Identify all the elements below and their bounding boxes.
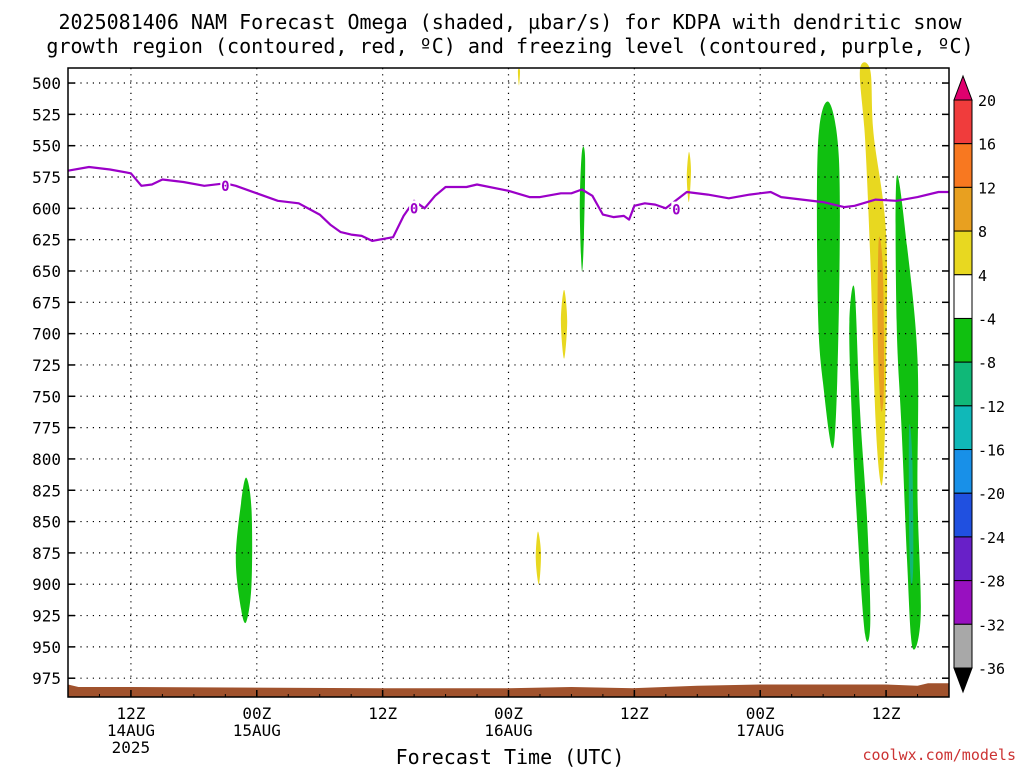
colorbar-label-20: 20 [978,92,996,110]
y-tick-label-750: 750 [32,387,61,406]
y-tick-label-875: 875 [32,544,61,563]
x-tick-label-00Z: 00Z [746,704,775,723]
freezing-label-bg [220,177,231,193]
colorbar-swatch-8 [953,405,973,451]
omega-region-yellow-17aug [859,62,888,486]
colorbar-label--4: -4 [978,311,996,329]
x-axis-label: Forecast Time (UTC) [396,745,625,768]
omega-region-green-17aug-a [816,101,840,449]
y-tick-label-975: 975 [32,669,61,688]
omega-region-green-17aug-c [895,175,921,650]
colorbar-swatch-4 [953,230,973,276]
x-tick-label-12Z: 12Z [872,704,901,723]
x-tick-label-2025: 2025 [112,738,151,757]
colorbar-swatch-5 [953,274,973,319]
x-tick-label-16AUG: 16AUG [484,721,532,740]
freezing-level-label-3: 0 [672,203,680,219]
omega-region-green-16aug [579,146,586,272]
colorbar: 20 16 12 8 4 -4 -8 -12 -16 -20 -24 -28 -32 -36 [953,74,1005,694]
omega-region-yellow-16aug-mid [560,289,568,359]
colorbar-swatch-13 [953,623,973,669]
chart-title-line-2: growth region (contoured, red, ºC) and f… [46,34,973,58]
colorbar-label--8: -8 [978,354,996,372]
x-tick-label-12Z: 12Z [368,704,397,723]
colorbar-bottom-arrow [953,667,973,694]
colorbar-swatch-6 [953,317,973,363]
colorbar-label-8: 8 [978,223,987,241]
y-tick-label-725: 725 [32,356,61,375]
x-tick-label-00Z: 00Z [242,704,271,723]
x-tick-label-12Z: 12Z [116,704,145,723]
y-tick-label-825: 825 [32,481,61,500]
colorbar-top-arrow [953,74,973,101]
x-tick-label-12Z: 12Z [620,704,649,723]
y-tick-label-775: 775 [32,419,61,438]
colorbar-swatch-12 [953,580,973,625]
colorbar-label--36: -36 [978,660,1005,678]
colorbar-swatch-10 [953,492,973,538]
freezing-level-label-2: 0 [410,201,418,217]
colorbar-label-12: 12 [978,179,996,197]
y-tick-label-850: 850 [32,513,61,532]
y-tick-label-925: 925 [32,607,61,626]
y-tick-label-500: 500 [32,74,61,93]
omega-region-yellow-top [517,68,521,86]
colorbar-label--32: -32 [978,616,1005,634]
colorbar-swatch-11 [953,536,973,582]
freezing-level-line [67,165,949,242]
x-tick-label-00Z: 00Z [494,704,523,723]
colorbar-label--20: -20 [978,485,1005,503]
freezing-label-bg [671,201,682,217]
x-tick-label-14AUG: 14AUG [107,721,155,740]
y-tick-label-650: 650 [32,262,61,281]
plot-frame [67,67,950,698]
y-tick-label-600: 600 [32,199,61,218]
y-tick-label-800: 800 [32,450,61,469]
omega-region-green-17aug-b [849,285,871,642]
credit-text: coolwx.com/models [862,746,1016,764]
colorbar-swatch-1 [953,99,973,145]
colorbar-label-16: 16 [978,136,996,154]
omega-region-teal-17aug [908,423,914,586]
freezing-label-bg [409,200,420,216]
y-tick-label-675: 675 [32,293,61,312]
y-tick-label-550: 550 [32,137,61,156]
colorbar-label--12: -12 [978,398,1005,416]
colorbar-label--28: -28 [978,573,1005,591]
plot-area: 0 0 0 [67,62,949,697]
colorbar-label-4: 4 [978,267,987,285]
y-tick-label-525: 525 [32,105,61,124]
colorbar-swatch-3 [953,186,973,232]
omega-region-green-15aug [235,477,253,624]
y-tick-label-700: 700 [32,325,61,344]
colorbar-swatch-2 [953,143,973,188]
chart-title-line-1: 2025081406 NAM Forecast Omega (shaded, µ… [58,10,962,34]
omega-region-yellow-16aug-low [535,531,542,585]
y-tick-label-625: 625 [32,231,61,250]
colorbar-swatch-7 [953,361,973,407]
x-tick-label-15AUG: 15AUG [233,721,281,740]
colorbar-swatch-9 [953,449,973,494]
omega-region-orange-17aug [877,236,885,412]
y-tick-label-900: 900 [32,575,61,594]
y-tick-label-950: 950 [32,638,61,657]
y-tick-label-575: 575 [32,168,61,187]
freezing-level-label-1: 0 [221,179,229,195]
axes: 500 525 550 575 600 625 650 675 700 725 750 775 800 8… [32,67,950,757]
colorbar-label--24: -24 [978,529,1005,547]
colorbar-label--16: -16 [978,442,1005,460]
x-tick-label-17AUG: 17AUG [736,721,784,740]
